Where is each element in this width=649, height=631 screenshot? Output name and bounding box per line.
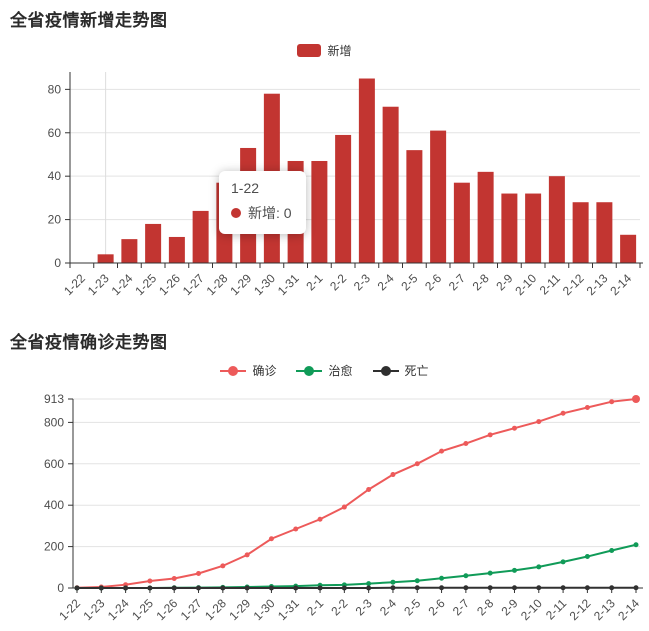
- svg-text:2-4: 2-4: [375, 271, 397, 293]
- svg-text:2-7: 2-7: [446, 271, 468, 293]
- svg-text:2-14: 2-14: [607, 271, 634, 298]
- svg-text:2-8: 2-8: [474, 596, 496, 618]
- svg-text:60: 60: [48, 126, 62, 140]
- svg-text:1-31: 1-31: [275, 596, 302, 623]
- svg-text:1-27: 1-27: [180, 271, 207, 298]
- svg-text:1-25: 1-25: [129, 596, 156, 623]
- tooltip-series-value: 新增: 0: [248, 205, 292, 221]
- svg-text:800: 800: [44, 415, 64, 429]
- svg-text:1-31: 1-31: [275, 271, 302, 298]
- svg-text:2-2: 2-2: [328, 596, 350, 618]
- svg-text:0: 0: [57, 581, 64, 595]
- cured-legend-label: 治愈: [328, 364, 353, 378]
- legend-item-cured[interactable]: 治愈: [296, 362, 353, 379]
- svg-text:1-23: 1-23: [85, 271, 112, 298]
- svg-text:1-23: 1-23: [81, 596, 108, 623]
- svg-text:2-2: 2-2: [327, 271, 349, 293]
- svg-text:2-4: 2-4: [377, 596, 399, 618]
- death-legend-label: 死亡: [404, 364, 429, 378]
- svg-text:1-27: 1-27: [178, 596, 205, 623]
- new-cases-chart-title: 全省疫情新增走势图: [10, 11, 168, 30]
- new-cases-legend-label: 新增: [327, 44, 352, 58]
- new-cases-legend-swatch: [297, 44, 322, 57]
- svg-text:2-14: 2-14: [615, 596, 642, 623]
- confirmed-legend-icon: [220, 365, 247, 376]
- svg-text:1-30: 1-30: [251, 596, 278, 623]
- svg-text:1-22: 1-22: [61, 271, 88, 298]
- svg-text:1-26: 1-26: [153, 596, 180, 623]
- svg-text:2-1: 2-1: [304, 596, 326, 618]
- svg-text:2-7: 2-7: [450, 596, 472, 618]
- svg-text:2-11: 2-11: [543, 596, 569, 622]
- svg-text:1-28: 1-28: [204, 271, 231, 298]
- svg-text:2-3: 2-3: [351, 271, 373, 293]
- svg-text:2-1: 2-1: [303, 271, 325, 293]
- svg-text:1-25: 1-25: [132, 271, 159, 298]
- svg-text:2-5: 2-5: [401, 596, 423, 618]
- svg-text:2-12: 2-12: [567, 596, 594, 623]
- svg-text:1-24: 1-24: [109, 271, 136, 298]
- svg-text:2-6: 2-6: [426, 596, 448, 618]
- new-cases-legend: 新增: [0, 42, 649, 59]
- cured-legend-icon: [296, 365, 323, 376]
- confirmed-chart-legend: 确诊 治愈 死亡: [0, 362, 649, 379]
- svg-text:0: 0: [54, 256, 61, 270]
- legend-item-new-cases[interactable]: 新增: [297, 42, 352, 59]
- svg-text:2-10: 2-10: [518, 596, 545, 623]
- svg-text:2-13: 2-13: [591, 596, 618, 623]
- confirmed-legend-label: 确诊: [252, 364, 277, 378]
- svg-text:2-3: 2-3: [353, 596, 375, 618]
- confirmed-line-chart[interactable]: 0 200 400 600 800 913 1-221-231-241-251-261-27…: [0, 385, 649, 631]
- confirmed-chart-title: 全省疫情确诊走势图: [10, 333, 168, 352]
- legend-item-confirmed[interactable]: 确诊: [220, 362, 276, 379]
- svg-text:913: 913: [44, 392, 64, 406]
- svg-text:2-10: 2-10: [512, 271, 539, 298]
- svg-text:20: 20: [48, 213, 62, 227]
- tooltip-series-dot-icon: [231, 208, 241, 218]
- svg-text:2-8: 2-8: [470, 271, 492, 293]
- svg-text:2-13: 2-13: [584, 271, 611, 298]
- svg-text:2-12: 2-12: [560, 271, 587, 298]
- svg-text:600: 600: [44, 457, 64, 471]
- svg-text:1-26: 1-26: [156, 271, 183, 298]
- legend-item-death[interactable]: 死亡: [372, 362, 429, 379]
- tooltip-date: 1-22: [231, 180, 260, 196]
- death-legend-icon: [372, 365, 399, 376]
- svg-text:1-30: 1-30: [251, 271, 278, 298]
- svg-text:80: 80: [48, 82, 62, 96]
- svg-text:2-9: 2-9: [498, 596, 520, 618]
- svg-text:2-6: 2-6: [422, 271, 444, 293]
- new-cases-bar-chart[interactable]: 0204060801-221-231-241-251-261-271-281-2…: [0, 60, 649, 312]
- svg-text:1-28: 1-28: [202, 596, 229, 623]
- svg-text:1-24: 1-24: [105, 596, 132, 623]
- svg-text:1-29: 1-29: [227, 271, 254, 298]
- svg-text:1-22: 1-22: [56, 596, 83, 623]
- svg-text:2-5: 2-5: [398, 271, 420, 293]
- svg-text:200: 200: [44, 540, 64, 554]
- chart-tooltip: 1-22 新增: 0: [219, 171, 306, 234]
- svg-text:1-29: 1-29: [226, 596, 253, 623]
- svg-text:40: 40: [48, 169, 62, 183]
- svg-text:400: 400: [44, 498, 64, 512]
- svg-text:2-11: 2-11: [537, 271, 563, 297]
- svg-text:2-9: 2-9: [493, 271, 515, 293]
